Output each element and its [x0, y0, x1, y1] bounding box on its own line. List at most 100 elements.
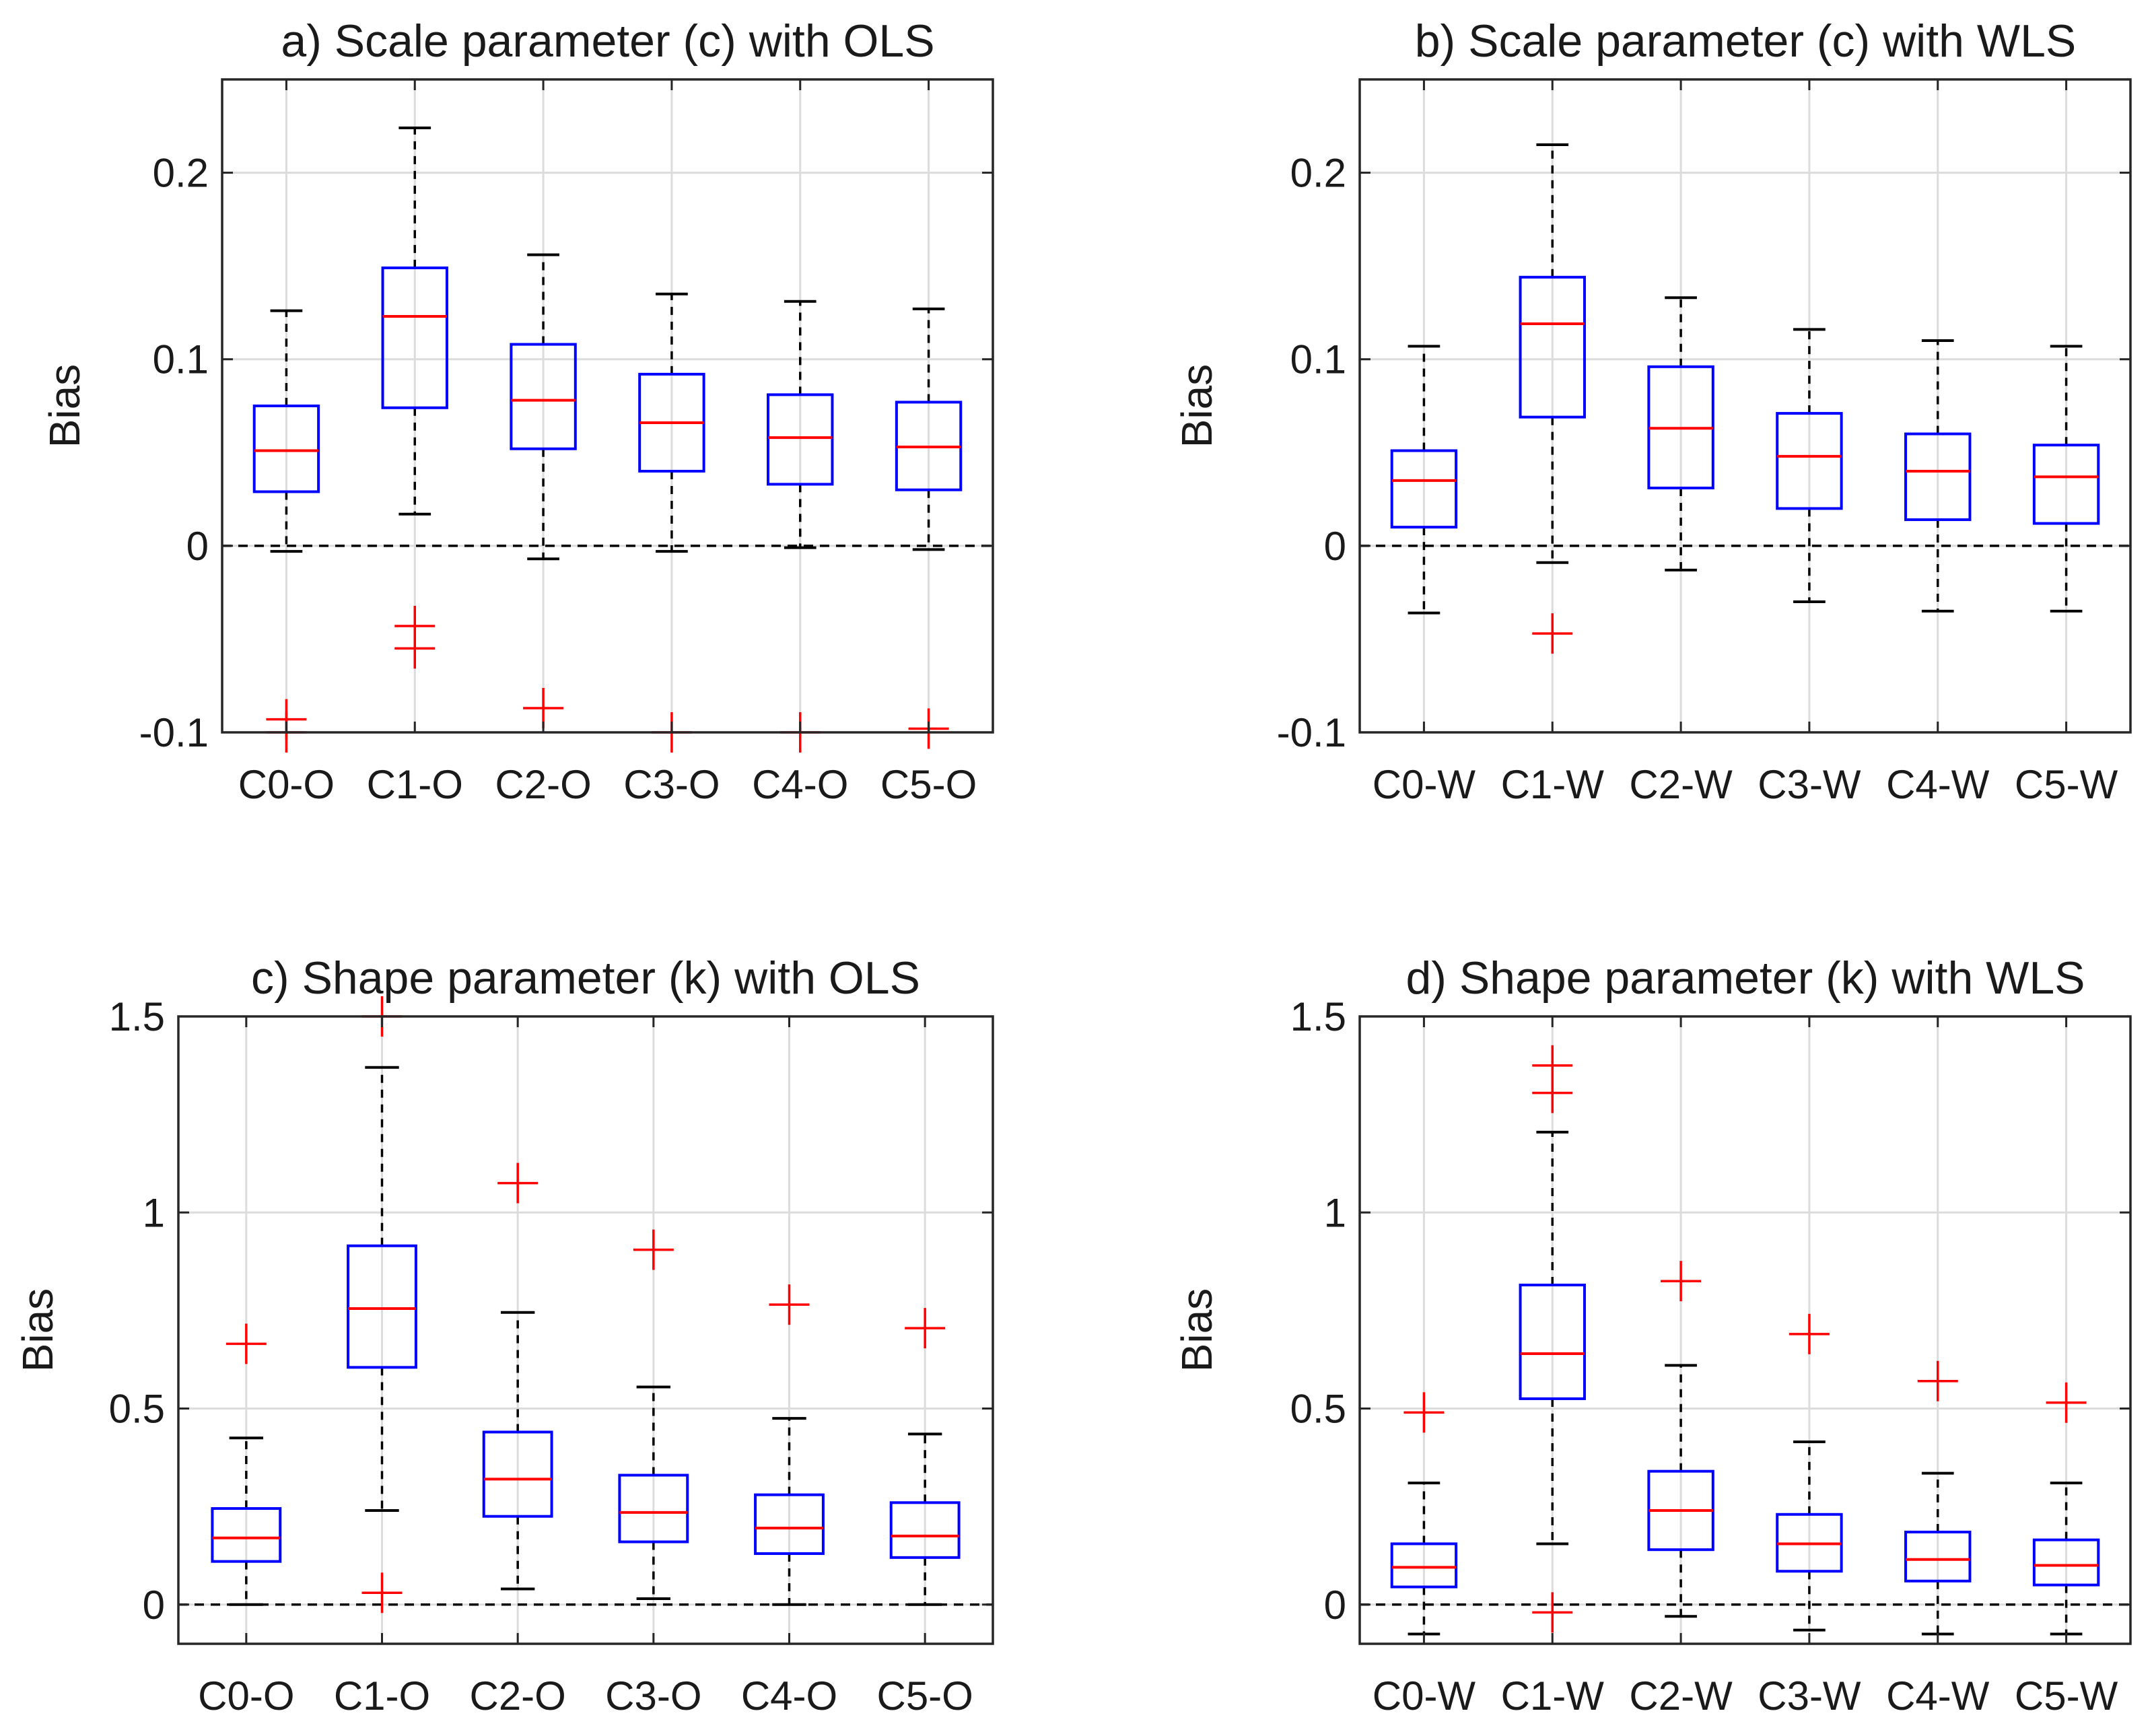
box-C2-O — [482, 1162, 553, 1591]
outlier-marker — [361, 1572, 403, 1613]
iqr-box — [482, 1430, 553, 1518]
panel-c: 0 0.5 1 1.5 C0-O C1-O C2-O C3-O C4-O C5-O c) Shape… — [13, 952, 994, 1718]
box-C1-W — [1519, 1045, 1586, 1633]
box-C3-O — [638, 292, 705, 753]
x-tick-label: C5-W — [2015, 762, 2118, 807]
x-tick-label: C0-W — [1373, 1673, 1476, 1718]
x-tick-label: C0-O — [238, 762, 335, 807]
box-C0-W — [1390, 1392, 1458, 1636]
y-axis-label: Bias — [1173, 1288, 1221, 1373]
outlier-marker — [1532, 613, 1573, 654]
x-tick-label: C5-O — [876, 1673, 973, 1718]
iqr-box — [889, 1501, 961, 1559]
panel-title: d) Shape parameter (k) with WLS — [1405, 952, 2085, 1004]
outlier-marker — [633, 1229, 674, 1270]
x-tick-label: C4-W — [1886, 762, 1990, 807]
outlier-marker — [523, 687, 564, 728]
box-C3-W — [1776, 1313, 1843, 1632]
iqr-box — [1776, 412, 1843, 510]
outlier-marker — [1532, 1592, 1573, 1633]
box-C0-O — [252, 309, 320, 753]
x-tick-label: C1-W — [1501, 1673, 1605, 1718]
panel-d: 0 0.5 1 1.5 C0-W C1-W C2-W C3-W C4-W C5-W d) Shape… — [1173, 952, 2132, 1718]
box-C5-O — [895, 307, 963, 749]
y-tick-label: -0.1 — [1277, 710, 1346, 755]
box-C5-W — [2032, 1382, 2100, 1636]
outlier-marker — [2046, 1382, 2087, 1423]
outlier-marker — [1789, 1313, 1830, 1354]
y-tick-label: 0.2 — [153, 151, 209, 196]
axes-background — [1360, 1016, 2130, 1644]
axes-background — [178, 1016, 993, 1644]
iqr-box — [618, 1473, 689, 1543]
x-tick-label: C3-O — [623, 762, 720, 807]
y-tick-label: 0 — [1324, 1583, 1346, 1628]
x-tick-label: C5-O — [880, 762, 977, 807]
box-C0-O — [211, 1323, 282, 1606]
y-tick-label: 1.5 — [109, 994, 165, 1039]
axes-frame — [1358, 1015, 2132, 1645]
y-tick-label: 0 — [186, 524, 209, 569]
y-tick-label: 0.5 — [109, 1387, 165, 1432]
box-C4-W — [1904, 339, 1972, 613]
box-C5-W — [2032, 345, 2100, 613]
box-C0-W — [1390, 345, 1458, 615]
y-tick-label: 1 — [143, 1190, 165, 1235]
iqr-box — [767, 393, 834, 486]
y-tick-label: 0.5 — [1290, 1387, 1346, 1432]
outlier-marker — [225, 1323, 267, 1364]
panel-title: c) Shape parameter (k) with OLS — [251, 952, 920, 1004]
x-tick-label: C5-W — [2015, 1673, 2118, 1718]
x-tick-label: C2-W — [1629, 762, 1733, 807]
outlier-marker — [394, 628, 436, 669]
iqr-box — [381, 266, 448, 409]
x-tick-label: C0-W — [1373, 762, 1476, 807]
x-tick-label: C4-W — [1886, 1673, 1990, 1718]
panel-title: b) Scale parameter (c) with WLS — [1415, 15, 2077, 67]
outlier-marker — [1661, 1261, 1702, 1302]
x-tick-label: C1-O — [367, 762, 463, 807]
iqr-box — [1904, 432, 1972, 522]
outlier-marker — [1917, 1360, 1958, 1401]
y-tick-label: 0 — [1324, 524, 1346, 569]
iqr-box — [2032, 444, 2100, 525]
box-C3-O — [618, 1229, 689, 1601]
x-tick-label: C3-W — [1758, 762, 1861, 807]
y-tick-label: 0 — [143, 1583, 165, 1628]
iqr-box — [1904, 1530, 1972, 1583]
y-tick-label: 1 — [1324, 1190, 1346, 1235]
axes-frame — [177, 1015, 994, 1645]
axes-frame — [1358, 78, 2132, 734]
x-tick-label: C1-O — [334, 1673, 430, 1718]
box-C3-W — [1776, 328, 1843, 603]
y-tick-label: 1.5 — [1290, 994, 1346, 1039]
panel-title: a) Scale parameter (c) with OLS — [281, 15, 934, 67]
box-C4-O — [754, 1284, 825, 1606]
axes-frame — [221, 78, 994, 734]
y-tick-label: -0.1 — [139, 710, 209, 755]
box-C2-W — [1647, 296, 1714, 571]
x-tick-label: C0-O — [198, 1673, 294, 1718]
box-C1-O — [381, 127, 448, 669]
panel-b: -0.1 0 0.1 0.2 C0-W C1-W C2-W C3-W C4-W C5-W b) Sc… — [1173, 15, 2132, 807]
iqr-box — [347, 1244, 417, 1369]
iqr-box — [1390, 1542, 1458, 1589]
outlier-marker — [1403, 1392, 1445, 1433]
box-C1-W — [1519, 143, 1586, 654]
x-tick-label: C2-O — [495, 762, 591, 807]
outlier-marker — [905, 1308, 946, 1349]
axes-background — [1360, 79, 2130, 732]
panel-a: -0.1 0 0.1 0.2 C0-O C1-O C2-O C3-O C4-O C5-O a) Sc… — [40, 15, 994, 807]
outlier-marker — [1532, 1072, 1573, 1113]
x-tick-label: C2-O — [469, 1673, 565, 1718]
x-tick-label: C3-O — [605, 1673, 701, 1718]
axes-background — [222, 79, 993, 732]
x-tick-label: C4-O — [741, 1673, 837, 1718]
x-tick-label: C3-W — [1758, 1673, 1861, 1718]
x-tick-label: C2-W — [1629, 1673, 1733, 1718]
x-tick-label: C4-O — [752, 762, 848, 807]
iqr-box — [1390, 449, 1458, 529]
iqr-box — [754, 1493, 825, 1556]
